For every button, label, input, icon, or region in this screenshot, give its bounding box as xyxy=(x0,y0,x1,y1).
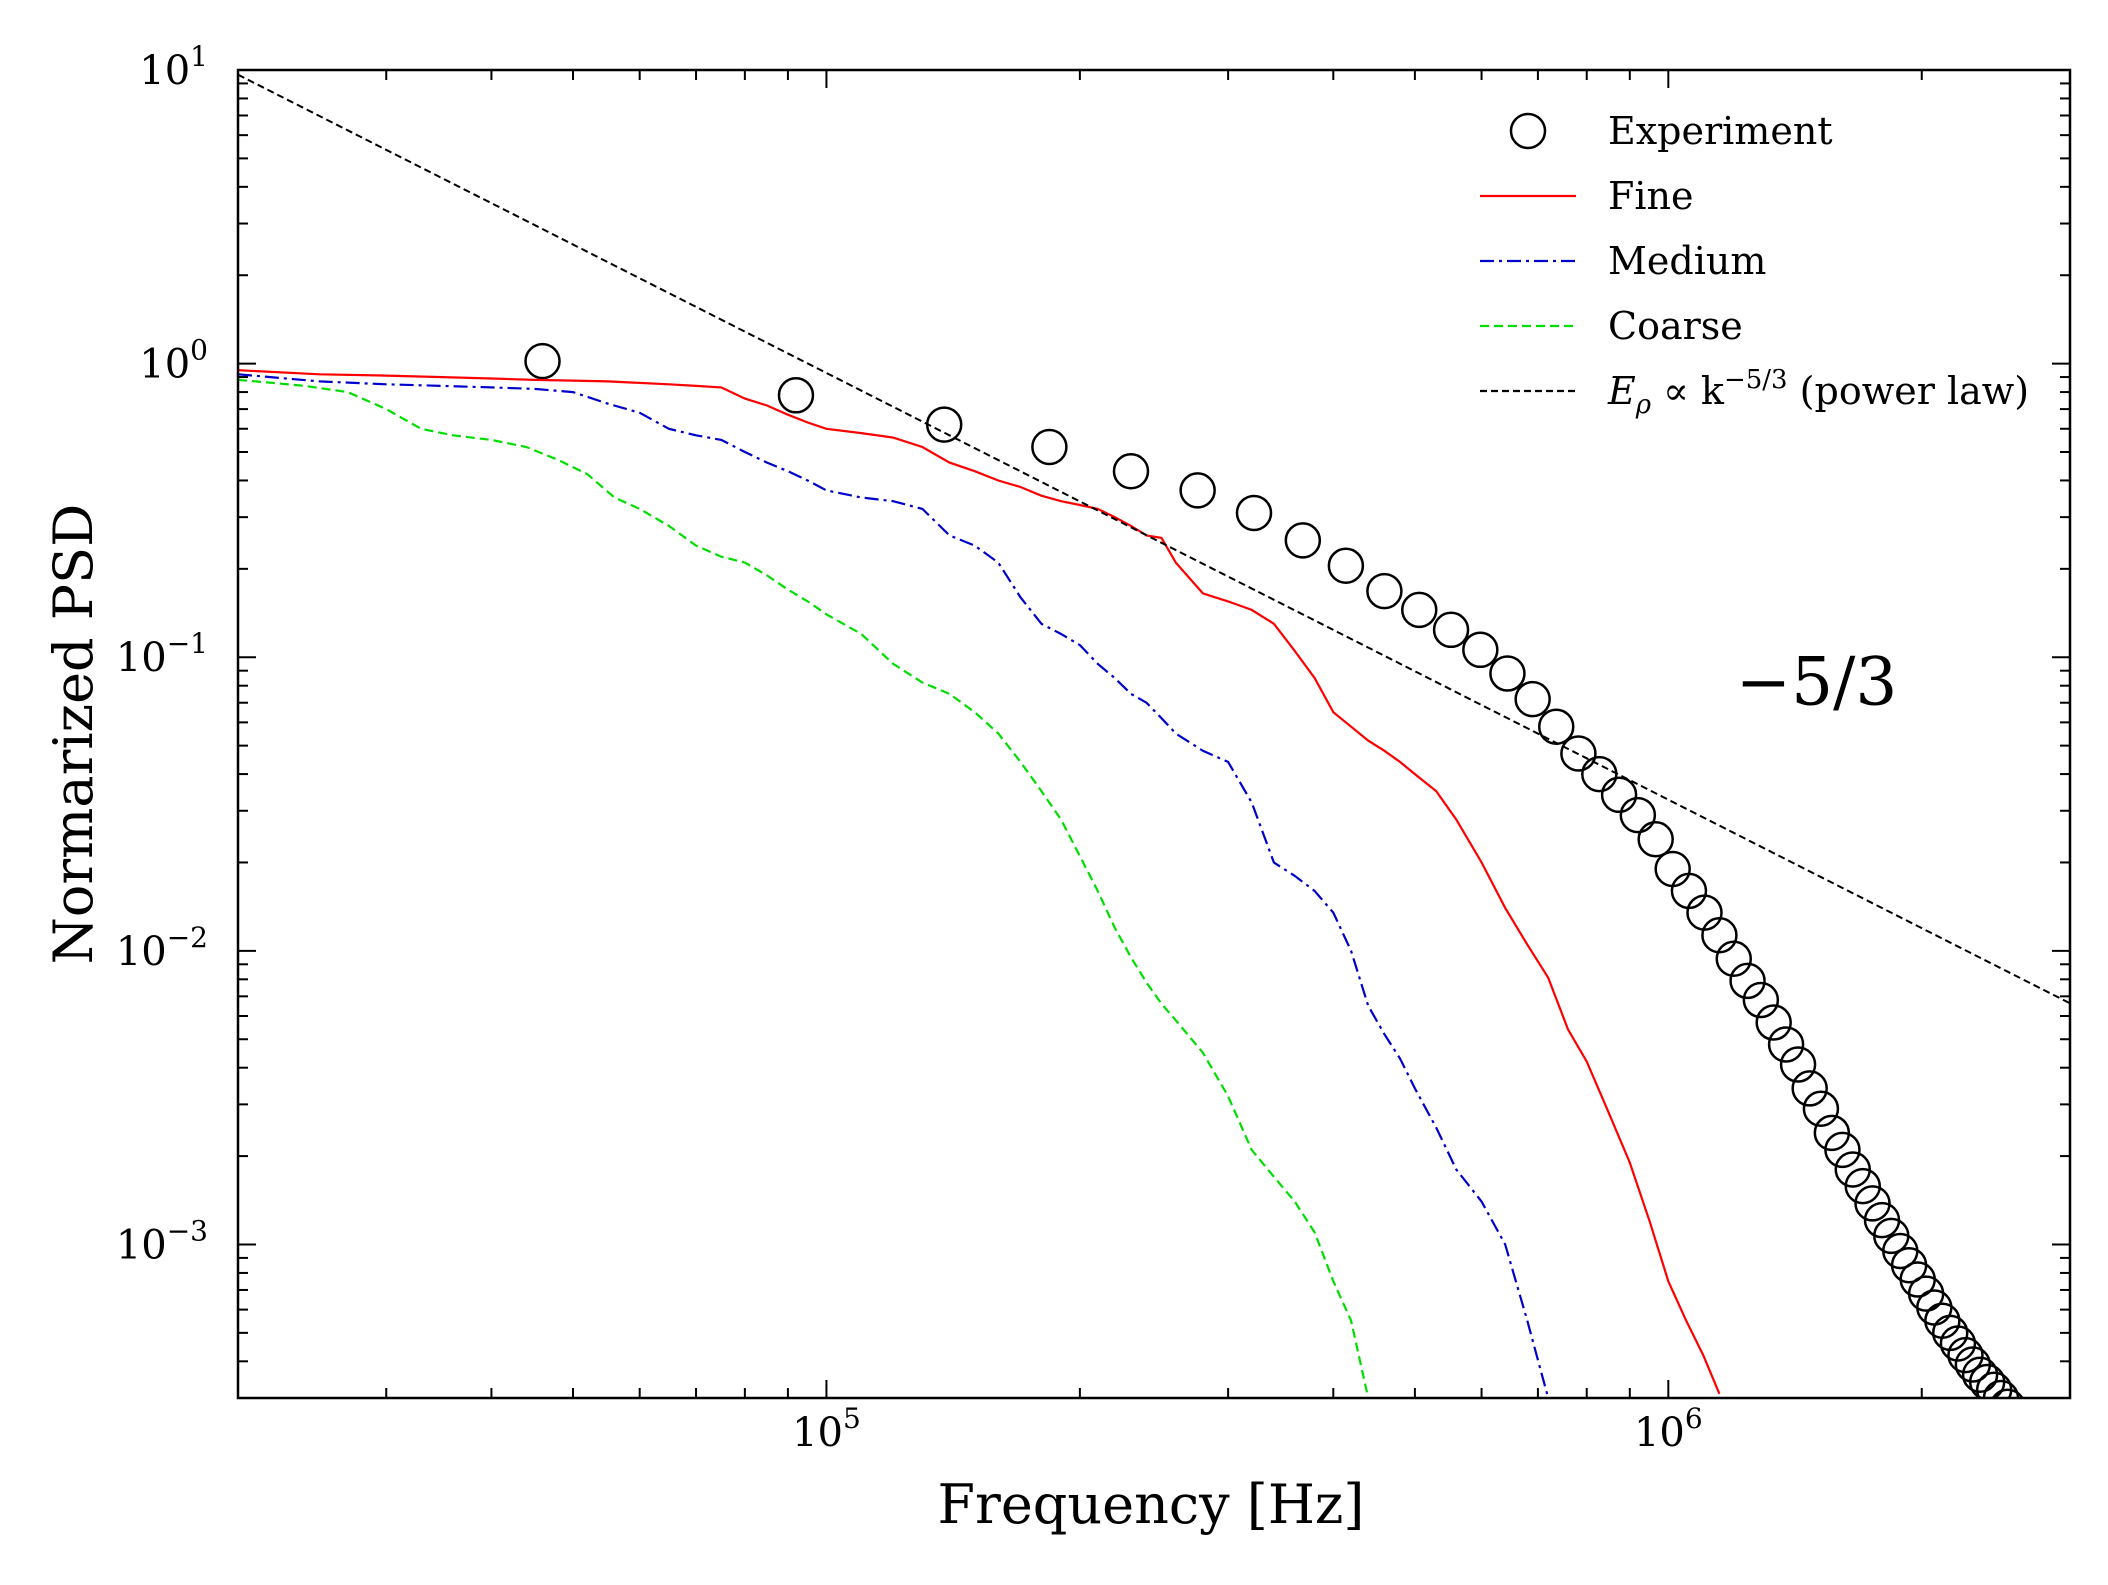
experiment-point xyxy=(1462,631,1499,669)
experiment-point xyxy=(1637,820,1674,858)
series-layer xyxy=(238,73,2070,1398)
legend-label: Eρ ∝ k−5/3 (power law) xyxy=(1607,365,2029,420)
experiment-point xyxy=(1112,452,1150,490)
experiment-point xyxy=(1854,1185,1891,1222)
experiment-point xyxy=(524,342,561,380)
experiment-point xyxy=(1031,428,1068,466)
series-experiment-markers xyxy=(524,342,2024,1398)
experiment-point xyxy=(1947,1336,1984,1374)
experiment-point xyxy=(1982,1379,2020,1398)
experiment-point xyxy=(1755,1004,1792,1041)
experiment-point xyxy=(1327,547,1365,584)
experiment-point xyxy=(1961,1356,1999,1394)
y-tick-label: 101 xyxy=(139,40,208,94)
labels-layer: Frequency [Hz] Normarized PSD −5/3 105 10… xyxy=(42,40,1897,1536)
experiment-point xyxy=(1715,940,1753,977)
legend-label: Coarse xyxy=(1608,304,1743,348)
experiment-point xyxy=(777,377,815,414)
series-line-medium xyxy=(238,373,1550,1398)
legend-label: Medium xyxy=(1608,239,1766,283)
experiment-point xyxy=(1701,917,1738,954)
experiment-point xyxy=(1366,572,1403,610)
x-tick-label: 106 xyxy=(1634,1402,1703,1456)
experiment-point xyxy=(1824,1131,1861,1169)
experiment-point xyxy=(1742,981,1780,1019)
experiment-point xyxy=(1991,1388,2024,1398)
experiment-point xyxy=(1729,962,1766,1000)
series-line-e xyxy=(238,73,2070,1005)
legend: Experiment Fine Medium Coarse Eρ ∝ k−5/3 (po… xyxy=(1480,109,2029,420)
y-tick-label: 10−3 xyxy=(116,1214,208,1268)
y-tick-label: 10−1 xyxy=(116,627,208,681)
experiment-point xyxy=(1844,1167,1882,1205)
experiment-point xyxy=(1235,494,1273,532)
experiment-point xyxy=(1619,796,1657,834)
experiment-point xyxy=(1802,1090,1840,1127)
experiment-point xyxy=(1939,1325,1977,1362)
slope-annotation: −5/3 xyxy=(1736,644,1898,721)
legend-swatch xyxy=(1509,112,1547,150)
legend-label: Fine xyxy=(1608,174,1693,218)
experiment-point xyxy=(1560,735,1597,772)
experiment-point xyxy=(1514,680,1551,718)
experiment-point xyxy=(1432,611,1470,649)
experiment-point xyxy=(1600,776,1638,814)
series-line-coarse xyxy=(238,378,1370,1398)
legend-label: Experiment xyxy=(1608,109,1833,153)
y-axis-label: Normarized PSD xyxy=(42,504,105,965)
series-line-fine xyxy=(238,369,1721,1395)
plot-frame xyxy=(236,68,2072,1400)
experiment-point xyxy=(1791,1070,1828,1107)
experiment-point xyxy=(1179,472,1216,509)
experiment-point xyxy=(1767,1026,1805,1063)
experiment-point xyxy=(1401,591,1438,629)
x-tick-label: 105 xyxy=(792,1402,861,1456)
y-tick-label: 10−2 xyxy=(116,921,208,975)
x-axis-label: Frequency [Hz] xyxy=(938,1473,1365,1536)
experiment-point xyxy=(1489,655,1526,692)
y-tick-label: 100 xyxy=(139,334,208,388)
experiment-point xyxy=(1779,1046,1817,1083)
experiment-point xyxy=(1284,522,1322,559)
